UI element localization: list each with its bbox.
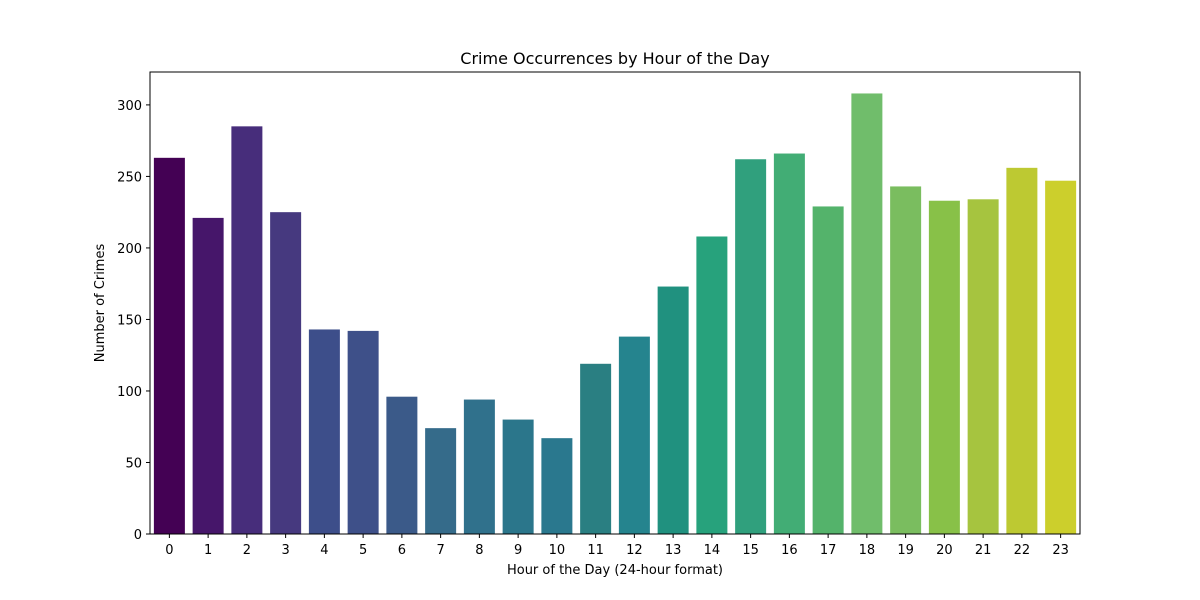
x-tick-label: 13	[665, 543, 682, 558]
bar-hour-15	[735, 159, 767, 534]
x-tick-label: 20	[936, 543, 953, 558]
x-tick-label: 15	[742, 543, 759, 558]
x-tick-label: 21	[975, 543, 992, 558]
bar-hour-21	[967, 199, 999, 535]
bar-hour-13	[657, 286, 689, 534]
x-tick-label: 19	[897, 543, 914, 558]
bar-hour-16	[773, 153, 805, 534]
bar-hour-2	[231, 126, 263, 534]
bar-hour-4	[308, 329, 340, 534]
x-tick-label: 14	[704, 543, 721, 558]
x-tick-label: 12	[626, 543, 643, 558]
bar-hour-11	[580, 363, 612, 534]
x-tick-label: 17	[820, 543, 837, 558]
x-tick-label: 9	[514, 543, 522, 558]
x-tick-label: 10	[549, 543, 566, 558]
y-axis-label: Number of Crimes	[93, 244, 108, 363]
x-axis-label: Hour of the Day (24-hour format)	[507, 563, 723, 578]
bar-hour-10	[541, 438, 573, 534]
bar-hour-7	[425, 428, 457, 534]
x-tick-label: 23	[1052, 543, 1069, 558]
bar-hour-17	[812, 206, 844, 534]
bar-hour-19	[890, 186, 922, 534]
y-tick-label: 300	[117, 99, 142, 114]
bar-hour-9	[502, 419, 534, 534]
x-tick-label: 3	[281, 543, 289, 558]
x-tick-label: 6	[398, 543, 406, 558]
x-axis-ticks: 0 1 2 3 4 5 6 7 8 9 10 11 12 13 14 15 16 17 18 19 20 21 22 23	[165, 534, 1069, 558]
plot-frame	[149, 71, 1081, 535]
y-axis-ticks: 0 50 100 150 200 250 300	[117, 99, 150, 543]
bar-hour-5	[347, 330, 379, 534]
x-tick-label: 2	[243, 543, 251, 558]
y-tick-label: 150	[117, 313, 142, 328]
y-tick-label: 0	[134, 528, 142, 543]
x-tick-label: 16	[781, 543, 798, 558]
bar-hour-1	[192, 217, 224, 534]
bar-hour-8	[463, 399, 495, 534]
chart-title: Crime Occurrences by Hour of the Day	[460, 49, 769, 68]
bar-hour-6	[386, 396, 418, 534]
bars-group	[153, 93, 1077, 535]
x-tick-label: 1	[204, 543, 212, 558]
bar-hour-20	[928, 200, 960, 535]
x-tick-label: 22	[1014, 543, 1031, 558]
x-tick-label: 0	[165, 543, 173, 558]
y-tick-label: 250	[117, 170, 142, 185]
x-tick-label: 7	[436, 543, 444, 558]
bar-hour-22	[1006, 167, 1038, 534]
y-tick-label: 50	[125, 456, 142, 471]
bar-hour-18	[851, 93, 883, 535]
x-tick-label: 18	[859, 543, 876, 558]
bar-hour-14	[696, 236, 728, 535]
x-tick-label: 8	[475, 543, 483, 558]
bar-hour-12	[618, 336, 650, 534]
x-tick-label: 5	[359, 543, 367, 558]
y-tick-label: 100	[117, 385, 142, 400]
bar-hour-23	[1045, 180, 1077, 534]
y-tick-label: 200	[117, 242, 142, 257]
x-tick-label: 4	[320, 543, 328, 558]
bar-hour-0	[153, 157, 185, 534]
x-tick-label: 11	[587, 543, 604, 558]
bar-hour-3	[270, 212, 302, 535]
